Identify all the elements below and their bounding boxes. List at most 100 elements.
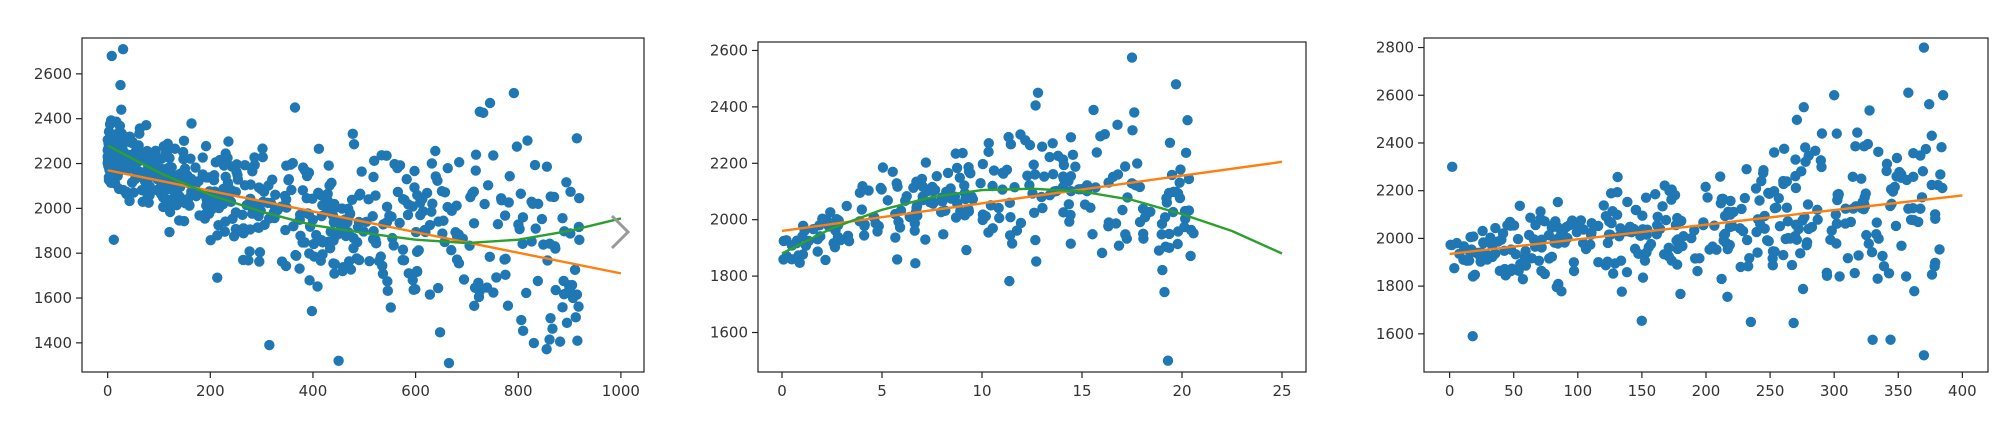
- data-point: [399, 194, 410, 206]
- data-point: [344, 208, 356, 220]
- data-point: [468, 186, 480, 197]
- data-point: [544, 334, 555, 345]
- data-point: [343, 227, 354, 238]
- data-point: [1788, 317, 1799, 329]
- data-point: [324, 180, 335, 191]
- data-point: [140, 119, 152, 131]
- data-point: [1715, 171, 1726, 182]
- data-point: [1702, 192, 1713, 203]
- data-point: [1676, 215, 1687, 227]
- data-point: [177, 146, 189, 158]
- data-point: [544, 238, 555, 249]
- data-point: [1164, 242, 1175, 254]
- data-point: [891, 178, 902, 189]
- data-point: [1797, 283, 1809, 295]
- data-point: [911, 176, 922, 187]
- data-point: [938, 229, 949, 240]
- data-point: [1571, 226, 1583, 238]
- x-tick-label: 0: [777, 382, 787, 400]
- data-point: [381, 201, 393, 213]
- data-point: [1881, 158, 1893, 170]
- data-point: [1551, 281, 1562, 293]
- data-point: [394, 217, 405, 229]
- y-tick-label: 2600: [1376, 86, 1414, 104]
- data-point: [536, 213, 548, 225]
- data-point: [408, 284, 419, 296]
- data-point: [397, 254, 408, 266]
- data-point: [453, 258, 465, 269]
- data-point: [438, 215, 449, 226]
- data-point: [1853, 250, 1864, 261]
- data-point: [323, 160, 334, 171]
- data-point: [479, 198, 490, 210]
- data-point: [571, 133, 583, 144]
- data-point: [1622, 196, 1633, 208]
- data-point: [220, 216, 231, 227]
- data-point: [111, 116, 122, 127]
- data-point: [920, 157, 932, 168]
- data-point: [317, 249, 328, 260]
- data-point: [508, 87, 520, 99]
- data-point: [352, 222, 364, 233]
- data-point: [346, 194, 358, 205]
- data-point: [1852, 127, 1863, 138]
- data-point: [1162, 355, 1174, 366]
- data-point: [367, 211, 378, 222]
- data-point: [503, 197, 514, 208]
- data-point: [959, 180, 970, 191]
- data-point: [1029, 169, 1041, 180]
- data-point: [1709, 220, 1720, 231]
- data-point: [1694, 253, 1705, 264]
- data-point: [1099, 128, 1111, 140]
- data-point: [1568, 265, 1580, 277]
- data-point: [820, 254, 831, 266]
- data-point: [1778, 249, 1789, 261]
- data-point: [426, 206, 437, 217]
- data-point: [469, 300, 480, 312]
- data-point: [1065, 132, 1077, 143]
- data-point: [882, 195, 893, 206]
- data-point: [144, 181, 155, 192]
- chevron-right-icon[interactable]: [608, 212, 632, 252]
- data-point: [1170, 79, 1182, 90]
- data-point: [558, 275, 569, 287]
- data-point: [920, 234, 931, 245]
- data-point: [1657, 201, 1668, 212]
- data-point: [186, 118, 197, 129]
- data-point: [324, 243, 336, 254]
- data-point: [243, 255, 254, 266]
- data-point: [909, 218, 920, 229]
- y-tick-label: 2000: [710, 211, 748, 229]
- data-point: [322, 195, 334, 207]
- data-point: [514, 223, 525, 235]
- data-point: [1490, 222, 1501, 234]
- data-point: [458, 274, 470, 285]
- data-point: [1863, 238, 1874, 249]
- data-point: [1065, 238, 1076, 249]
- data-point: [977, 214, 988, 226]
- data-point: [937, 196, 948, 207]
- data-point: [1722, 291, 1733, 303]
- data-point: [1816, 128, 1828, 139]
- data-point: [1005, 139, 1017, 150]
- data-point: [1621, 266, 1633, 278]
- data-point: [401, 174, 412, 185]
- data-point: [1664, 185, 1675, 197]
- data-point: [1112, 169, 1124, 180]
- data-point: [1915, 203, 1926, 214]
- data-point: [1044, 151, 1055, 163]
- data-point: [1602, 237, 1614, 249]
- data-point: [1503, 219, 1514, 231]
- data-point: [1891, 152, 1903, 164]
- data-point: [1686, 232, 1697, 244]
- data-point: [1447, 161, 1458, 173]
- data-point: [1803, 223, 1814, 235]
- data-point: [530, 223, 541, 234]
- data-point: [353, 254, 365, 266]
- y-tick-label: 2800: [1376, 39, 1414, 57]
- data-point: [1825, 234, 1836, 246]
- y-tick-label: 2000: [1376, 229, 1414, 247]
- axes-frame: [81, 37, 645, 373]
- data-point: [1663, 242, 1674, 253]
